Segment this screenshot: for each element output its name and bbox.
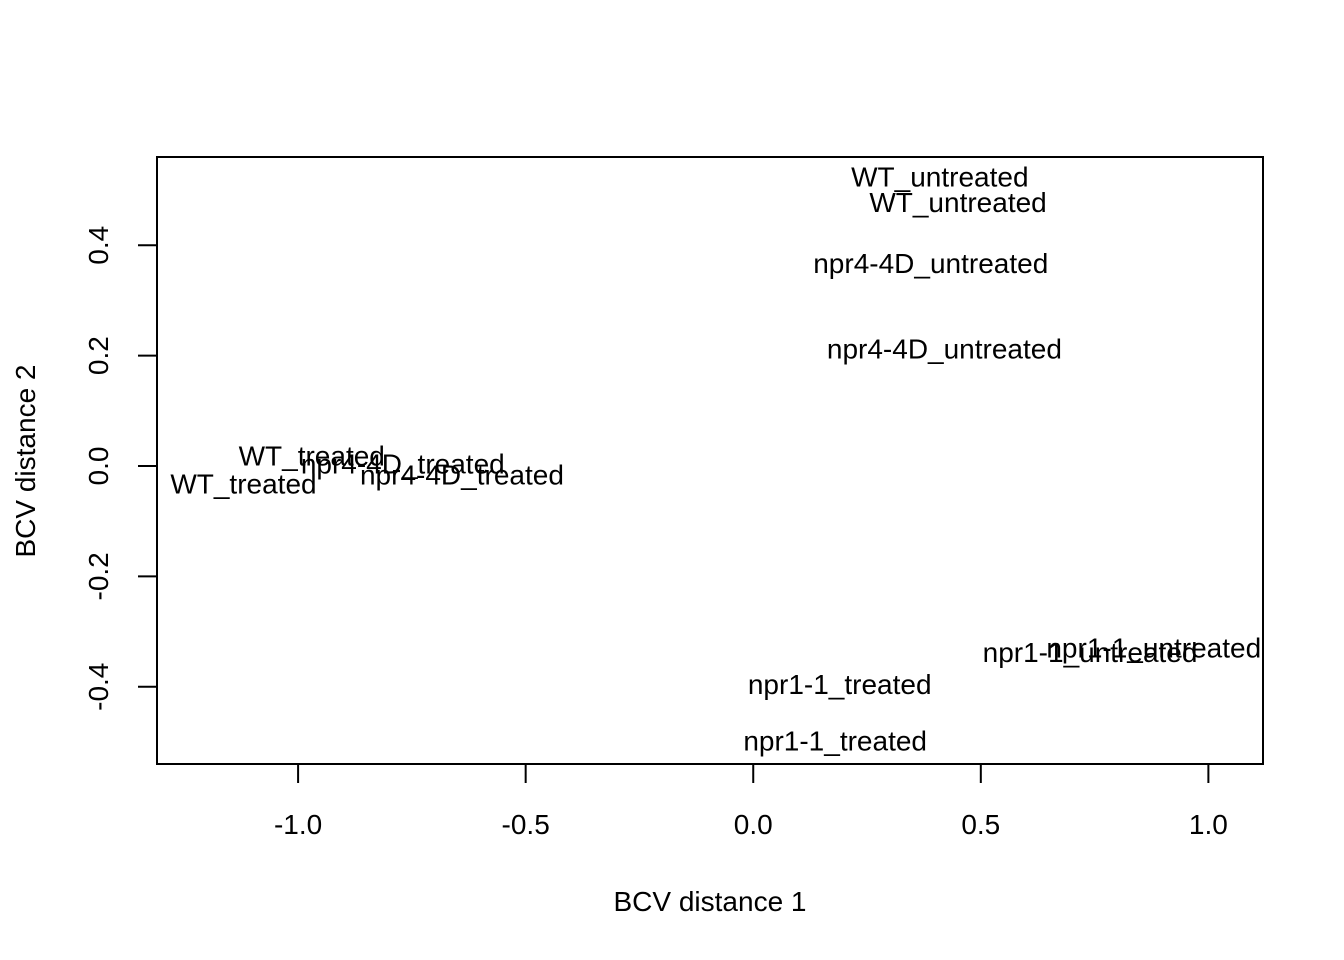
x-tick-label: -0.5: [502, 809, 550, 840]
point-label: npr4-4D_untreated: [827, 333, 1062, 364]
point-label: npr1-1_treated: [743, 725, 927, 756]
x-axis: -1.0 -0.5 0.0 0.5 1.0: [274, 763, 1228, 840]
point-label: npr4-4D_treated: [360, 459, 564, 490]
y-tick-label: -0.4: [83, 663, 114, 711]
x-tick-label: -1.0: [274, 809, 322, 840]
point-label: WT_untreated: [869, 187, 1046, 218]
point-label: npr1-1_untreated: [1046, 633, 1261, 664]
point-label: WT_treated: [239, 441, 385, 472]
y-tick-label: -0.2: [83, 552, 114, 600]
point-label: npr4-4D_treated: [301, 448, 505, 479]
y-tick-label: 0.0: [83, 447, 114, 486]
y-tick-label: 0.4: [83, 226, 114, 265]
point-label: WT_treated: [170, 469, 316, 500]
y-axis-title: BCV distance 2: [10, 365, 41, 558]
point-label: npr1-1_treated: [748, 669, 932, 700]
y-axis: -0.4 -0.2 0.0 0.2 0.4: [83, 226, 158, 711]
point-label: npr4-4D_untreated: [813, 248, 1048, 279]
x-axis-title: BCV distance 1: [614, 886, 807, 917]
point-label: WT_untreated: [851, 161, 1028, 192]
x-tick-label: 1.0: [1189, 809, 1228, 840]
point-label: npr1-1_untreated: [983, 637, 1198, 668]
x-tick-label: 0.5: [961, 809, 1000, 840]
x-tick-label: 0.0: [734, 809, 773, 840]
y-tick-label: 0.2: [83, 336, 114, 375]
